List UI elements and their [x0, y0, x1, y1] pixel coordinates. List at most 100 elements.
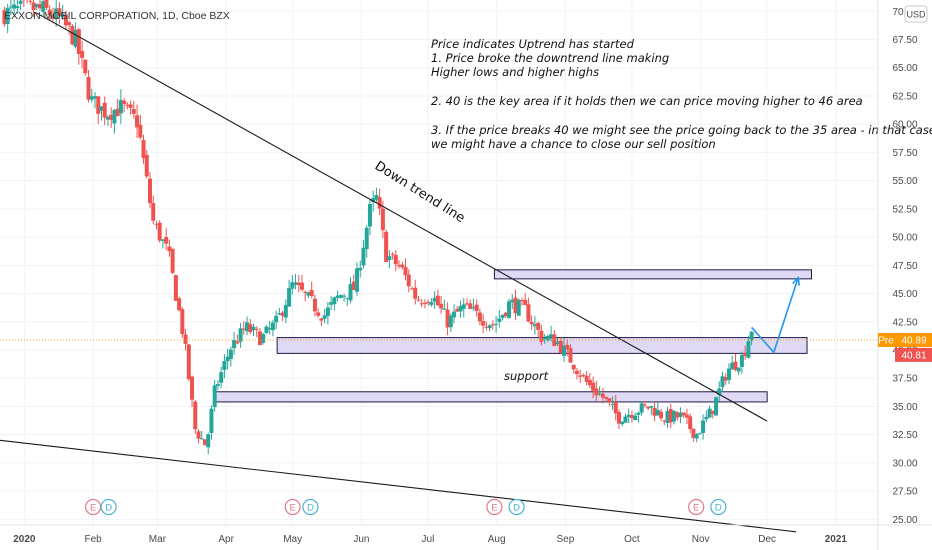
candle-body — [235, 341, 240, 344]
candle-body — [636, 412, 641, 415]
candle-body — [183, 334, 188, 344]
y-tick-label: 45.00 — [892, 289, 917, 300]
candle-body — [452, 311, 457, 318]
pre-label: Pre — [878, 335, 894, 346]
candle-body — [552, 334, 557, 346]
candle-body — [254, 328, 259, 330]
candle-body — [270, 322, 275, 331]
candle-body — [280, 312, 285, 316]
y-tick-label: 55.00 — [892, 176, 917, 187]
candle-body — [477, 312, 482, 322]
note-line-4: 2. 40 is the key area if it holds then w… — [431, 94, 863, 108]
candle-body — [584, 375, 589, 382]
candle-body — [157, 222, 162, 241]
candle-body — [212, 385, 217, 408]
support-label: support — [504, 369, 549, 383]
candle-body — [105, 116, 110, 120]
candle-body — [409, 288, 414, 290]
candle-body — [89, 96, 94, 100]
candle-body — [497, 318, 502, 322]
event-letter: E — [289, 503, 295, 514]
candle-body — [358, 267, 363, 271]
candle-body — [222, 361, 227, 371]
candle-body — [607, 398, 612, 402]
candle-body — [714, 397, 719, 416]
projection-path — [751, 277, 799, 354]
candle-body — [131, 109, 136, 114]
candle-body — [73, 29, 78, 47]
candle-body — [351, 281, 356, 290]
candle-body — [542, 338, 547, 340]
time-axis[interactable]: 2020 Feb Mar Apr May Jun Jul Aug Sep Oct Nov Dec 202… — [0, 524, 932, 545]
candle-body — [503, 312, 508, 317]
candle-body — [655, 409, 660, 416]
candle-body — [316, 312, 321, 316]
candle-body — [128, 104, 133, 108]
candle-body — [464, 303, 469, 305]
candle-body — [536, 322, 541, 330]
candle-body — [626, 414, 631, 417]
candle-body — [67, 22, 72, 26]
candle-body — [367, 203, 372, 227]
candle-body — [387, 256, 392, 261]
note-line-6: we might have a chance to close our sell… — [431, 137, 716, 151]
candle-body — [439, 303, 444, 309]
candle-body — [283, 304, 288, 318]
candle-body — [86, 76, 91, 100]
candle-body — [507, 301, 512, 318]
event-D — [100, 498, 117, 516]
zone-resistance — [493, 269, 812, 280]
candle-body — [587, 379, 592, 386]
note-line-2: 1. Price broke the downtrend line making — [431, 51, 669, 65]
candle-body — [138, 124, 143, 138]
candle-body — [296, 282, 301, 286]
candle-body — [206, 434, 211, 448]
candle-body — [325, 307, 330, 317]
candle-body — [494, 323, 499, 325]
candle-body — [322, 315, 327, 319]
last-price-tag: 40.81 — [895, 347, 932, 362]
trend-lines[interactable] — [0, 11, 878, 533]
candle-body — [122, 100, 127, 105]
price-zones[interactable] — [214, 269, 812, 403]
candle-body — [338, 295, 343, 298]
candle-body — [678, 412, 683, 417]
candle-body — [652, 408, 657, 416]
candle-body — [28, 0, 33, 2]
x-tick-label: 2021 — [825, 534, 848, 545]
y-tick-label: 42.50 — [892, 317, 917, 328]
candle-body — [704, 416, 709, 420]
y-tick-label: 60.00 — [892, 120, 917, 131]
candle-body — [526, 304, 531, 322]
candle-body — [532, 324, 537, 327]
candle-body — [125, 104, 130, 106]
candle-body — [238, 328, 243, 342]
candle-body — [736, 367, 741, 372]
candle-body — [642, 404, 647, 406]
candle-body — [397, 264, 402, 267]
x-tick-label: Feb — [85, 534, 103, 545]
candle-body — [193, 401, 198, 430]
candle-body — [422, 302, 427, 304]
candle-body — [519, 300, 524, 302]
candle-body — [662, 420, 667, 422]
note-line-5: 3. If the price breaks 40 we might see t… — [431, 123, 932, 137]
candle-body — [442, 308, 447, 310]
event-letter: E — [90, 503, 96, 514]
currency-button[interactable]: USD — [904, 5, 928, 23]
candle-body — [31, 2, 36, 11]
candle-body — [18, 0, 23, 4]
candle-body — [487, 325, 492, 329]
candle-body — [199, 438, 204, 440]
candle-body — [646, 406, 651, 409]
candle-body — [41, 1, 46, 12]
candle-body — [154, 223, 159, 225]
trade-notes: Price indicates Uptrend has started 1. P… — [431, 37, 932, 151]
candle-body — [432, 297, 437, 302]
event-letter: E — [693, 503, 699, 514]
candle-body — [303, 291, 308, 293]
candle-body — [219, 372, 224, 383]
x-tick-label: Sep — [556, 534, 574, 545]
